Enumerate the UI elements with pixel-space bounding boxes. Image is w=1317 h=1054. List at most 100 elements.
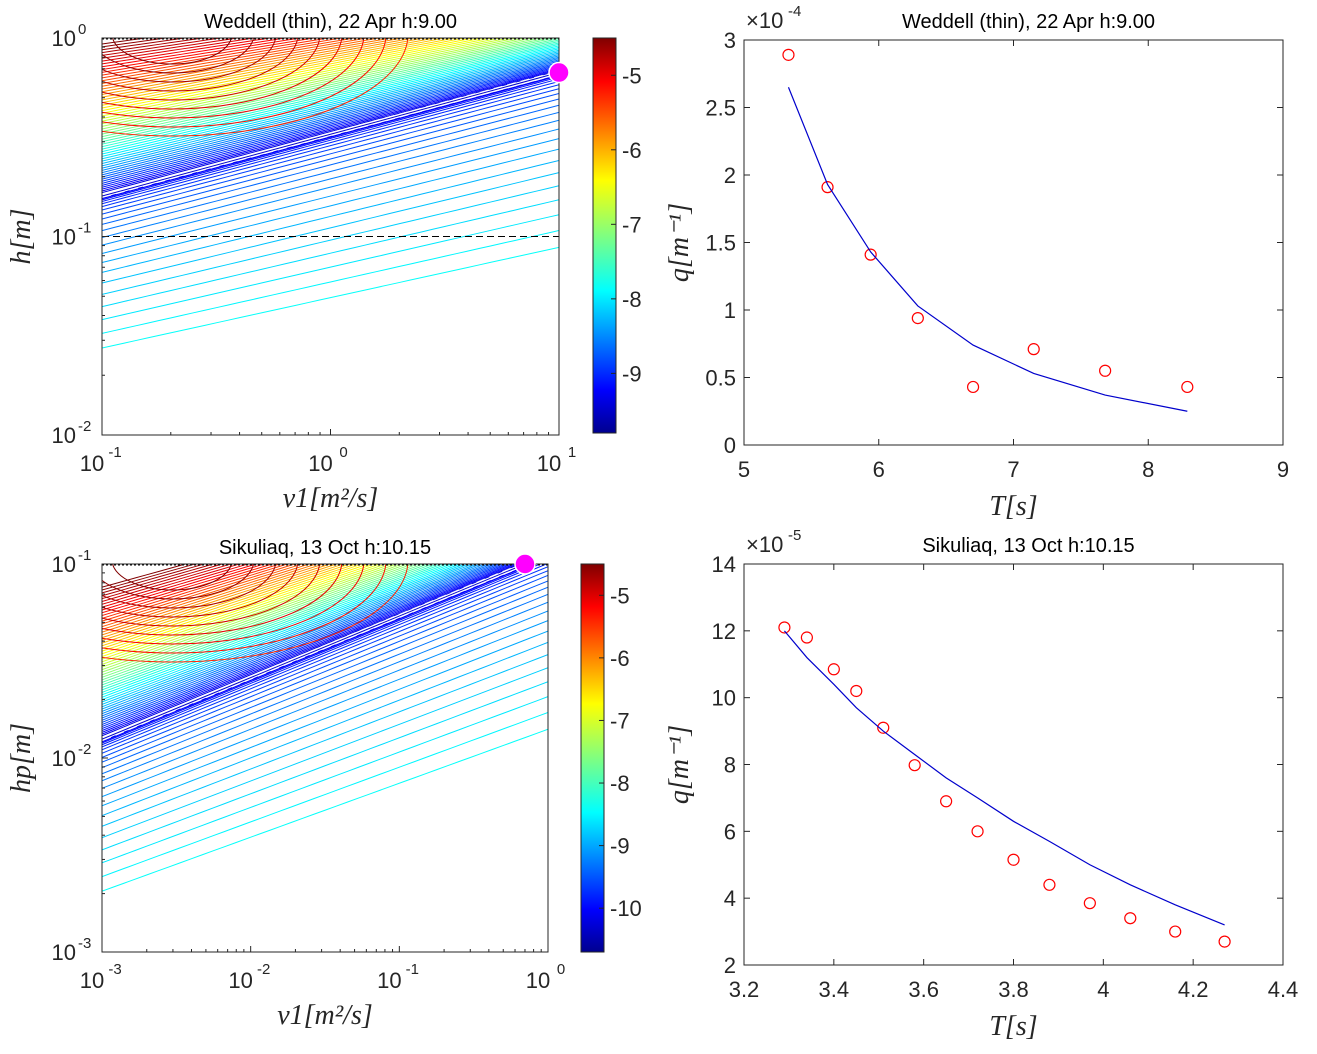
contour-line <box>102 38 207 54</box>
contour-loop <box>102 38 343 110</box>
contour-line <box>102 38 486 114</box>
contour-line <box>102 64 559 184</box>
contour-line <box>102 564 514 732</box>
contour-line <box>102 38 304 71</box>
y-axis-label: q[m⁻¹] <box>664 203 695 282</box>
contour-line <box>102 56 559 171</box>
contour-line <box>102 667 548 839</box>
y-tick-label: 10 <box>52 225 76 250</box>
contour-loop <box>102 564 409 663</box>
contour-line <box>102 38 370 84</box>
contour-line <box>102 38 495 117</box>
colorbar-tick-label: -6 <box>622 138 642 163</box>
contour-loop <box>102 38 321 101</box>
contour-line <box>102 564 466 703</box>
y-tick-label: 4 <box>724 886 736 911</box>
data-point <box>966 380 980 394</box>
contour-line <box>102 696 548 864</box>
contour-line <box>102 564 537 744</box>
x-tick-label: 3.8 <box>998 977 1029 1002</box>
contour-line <box>102 38 559 140</box>
axis-scale-label: ×10 <box>746 8 783 33</box>
y-tick-label: 3 <box>724 28 736 53</box>
y-tick-label: 2 <box>724 953 736 978</box>
contour-loop <box>112 564 232 591</box>
data-point <box>1124 912 1137 925</box>
optimum-marker <box>548 61 570 84</box>
contour-line <box>102 75 559 200</box>
contour-loop <box>102 38 277 83</box>
contour-line <box>102 65 559 186</box>
contour-line <box>102 138 559 254</box>
y-tick-label: 1 <box>724 298 736 323</box>
contour-line <box>102 574 548 758</box>
x-tick-label: 10 <box>377 968 401 993</box>
contour-line <box>102 564 376 657</box>
contour-lines <box>102 38 559 349</box>
data-point <box>940 795 953 808</box>
contour-line <box>102 564 332 639</box>
x-axis-label: T[s] <box>989 491 1037 522</box>
contour-line <box>102 564 462 701</box>
contour-line <box>102 92 559 215</box>
contour-line <box>102 38 511 122</box>
contour-line <box>102 38 477 112</box>
y-tick-exp: -1 <box>78 547 91 564</box>
y-tick-exp: -3 <box>78 935 91 952</box>
y-tick-label: 10 <box>52 552 76 577</box>
data-point <box>827 663 840 676</box>
data-point <box>1043 878 1056 891</box>
y-tick-label: 14 <box>712 552 736 577</box>
y-tick-exp: -1 <box>78 220 91 237</box>
x-tick-exp: 1 <box>568 444 576 461</box>
contour-line <box>102 564 479 710</box>
y-tick-label: 0.5 <box>705 366 736 391</box>
x-tick-label: 3.2 <box>729 977 760 1002</box>
data-point <box>800 631 813 644</box>
x-tick-exp: -1 <box>406 961 419 978</box>
contour-line <box>102 564 242 605</box>
x-tick-exp: -3 <box>108 961 121 978</box>
y-tick-label: 10 <box>712 686 736 711</box>
contour-line <box>102 564 507 728</box>
contour-line <box>102 38 519 125</box>
y-tick-label: 8 <box>724 753 736 778</box>
contour-line <box>102 66 559 188</box>
contour-line <box>102 67 559 190</box>
x-tick-label: 10 <box>526 968 550 993</box>
contour-loop <box>102 38 365 119</box>
colorbar-tick-label: -10 <box>610 896 642 921</box>
contour-line <box>102 49 559 160</box>
contour-line <box>102 564 325 636</box>
contour-line <box>102 78 559 202</box>
contour-line <box>102 38 527 127</box>
data-point <box>782 48 795 61</box>
y-tick-label: 10 <box>52 746 76 771</box>
contour-line <box>102 593 548 775</box>
x-tick-label: 10 <box>80 968 104 993</box>
y-tick-label: 10 <box>52 940 76 965</box>
scatter-axes-frame <box>743 563 1284 966</box>
contour-line <box>102 172 559 284</box>
contour-line <box>102 55 559 169</box>
contour-line <box>102 564 304 628</box>
contour-line <box>102 564 504 725</box>
contour-line <box>102 119 559 238</box>
colorbar <box>580 563 605 953</box>
data-point <box>877 721 890 734</box>
contour-line <box>102 564 490 717</box>
contour-loop <box>102 564 343 636</box>
contour-line <box>102 564 393 665</box>
contour-line <box>102 601 548 782</box>
contour-line <box>102 564 486 715</box>
contour-loop <box>112 38 232 65</box>
x-tick-label: 4 <box>1097 977 1109 1002</box>
colorbar-tick-label: -6 <box>610 646 630 671</box>
contour-line <box>102 61 559 180</box>
data-point <box>821 181 834 194</box>
contour-line <box>102 681 548 851</box>
contour-valley-edge <box>102 564 526 740</box>
data-point <box>1027 343 1040 356</box>
x-tick-label: 3.4 <box>819 977 850 1002</box>
